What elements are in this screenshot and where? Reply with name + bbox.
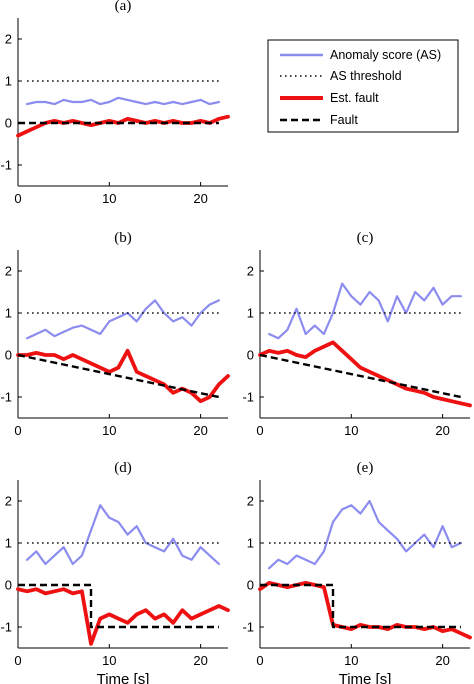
series-line-anomaly-score xyxy=(268,499,462,570)
y-tick-label: -1 xyxy=(0,158,12,173)
series-line-est-fault xyxy=(16,348,230,404)
x-tick-label: 0 xyxy=(14,653,21,668)
series-line-est-fault xyxy=(16,587,230,646)
x-tick-label: 10 xyxy=(102,423,116,438)
series-line-fault xyxy=(260,583,461,629)
series-line-fault xyxy=(259,353,462,399)
y-tick-label: 1 xyxy=(5,74,12,89)
y-tick-label: 1 xyxy=(5,536,12,551)
legend-label-fault: Fault xyxy=(330,113,358,127)
x-tick-label: 0 xyxy=(14,191,21,206)
legend-label-est-fault: Est. fault xyxy=(330,91,379,105)
x-tick-label: 0 xyxy=(14,423,21,438)
y-tick-label: 2 xyxy=(5,494,12,509)
y-tick-label: 1 xyxy=(247,536,254,551)
x-tick-label: 0 xyxy=(256,653,263,668)
series-line-anomaly-score xyxy=(26,96,220,106)
series-line-fault xyxy=(17,353,220,399)
x-tick-label: 10 xyxy=(344,653,358,668)
y-tick-label: -1 xyxy=(0,620,12,635)
y-tick-label: -1 xyxy=(242,390,254,405)
y-tick-label: 2 xyxy=(247,264,254,279)
x-tick-label: 10 xyxy=(102,191,116,206)
y-tick-label: 2 xyxy=(5,32,12,47)
series-line-est-fault xyxy=(258,581,472,640)
series-line-anomaly-score xyxy=(268,282,462,340)
panel-label-a: (a) xyxy=(115,0,132,14)
panel-label-b: (b) xyxy=(114,230,132,246)
series-line-anomaly-score xyxy=(26,504,220,566)
legend-label-as-threshold: AS threshold xyxy=(330,69,402,83)
x-tick-label: 20 xyxy=(193,423,207,438)
panel-label-c: (c) xyxy=(357,230,374,246)
x-tick-label: 20 xyxy=(193,653,207,668)
legend-label-anomaly-score: Anomaly score (AS) xyxy=(330,48,441,62)
x-tick-label: 10 xyxy=(344,423,358,438)
y-tick-label: -1 xyxy=(242,620,254,635)
series-line-anomaly-score xyxy=(26,299,220,340)
x-tick-label: 10 xyxy=(102,653,116,668)
x-tick-label: 20 xyxy=(193,191,207,206)
y-tick-label: 0 xyxy=(5,348,12,363)
x-tick-label: 0 xyxy=(256,423,263,438)
y-tick-label: 0 xyxy=(5,116,12,131)
legend: Anomaly score (AS) AS threshold Est. fau… xyxy=(267,39,459,133)
x-axis-label: Time [s] xyxy=(97,671,150,684)
y-tick-label: -1 xyxy=(0,390,12,405)
panel-label-d: (d) xyxy=(114,460,132,476)
x-tick-label: 20 xyxy=(435,423,449,438)
x-tick-label: 20 xyxy=(435,653,449,668)
y-tick-label: 1 xyxy=(247,306,254,321)
y-tick-label: 0 xyxy=(247,578,254,593)
series-line-est-fault xyxy=(258,340,472,408)
series-line-fault xyxy=(18,583,219,629)
y-tick-label: 2 xyxy=(5,264,12,279)
y-tick-label: 0 xyxy=(5,578,12,593)
y-tick-label: 2 xyxy=(247,494,254,509)
series-line-est-fault xyxy=(16,114,230,138)
y-tick-label: 0 xyxy=(247,348,254,363)
y-tick-label: 1 xyxy=(5,306,12,321)
panel-label-e: (e) xyxy=(357,460,374,476)
x-axis-label: Time [s] xyxy=(339,671,392,684)
